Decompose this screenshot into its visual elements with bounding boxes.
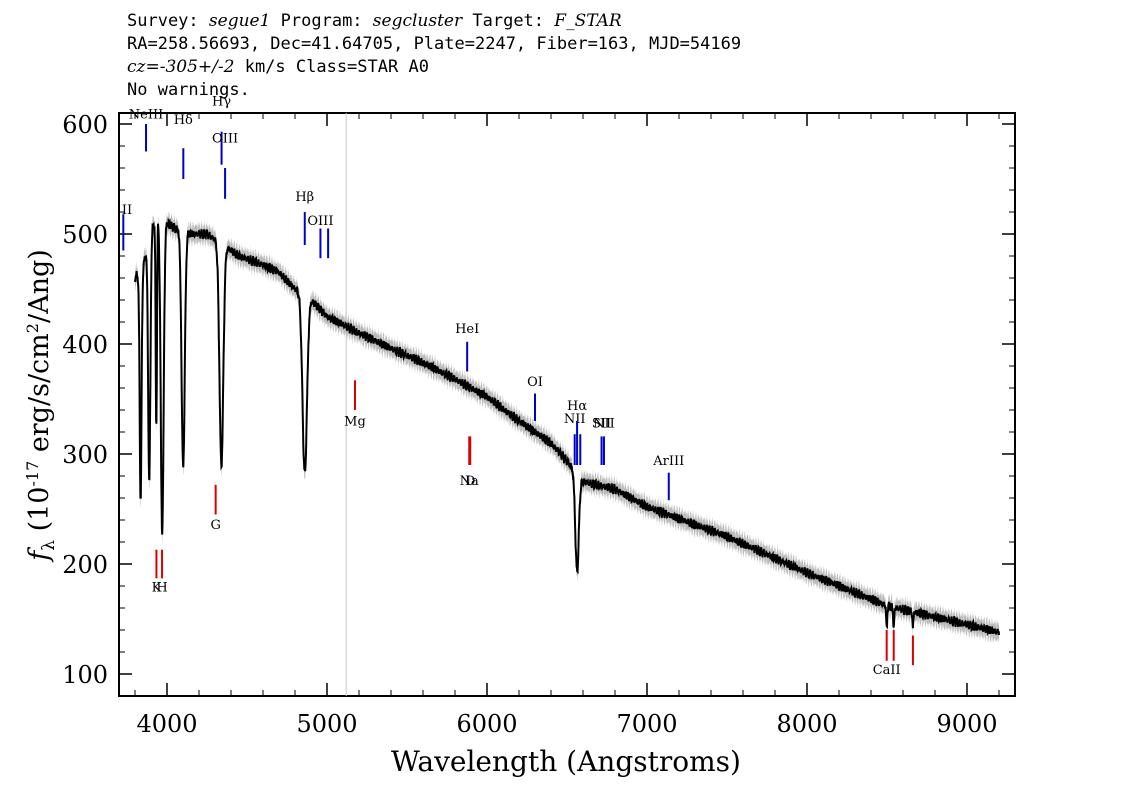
x-tick-label: 7000 — [616, 710, 677, 738]
error-band — [135, 210, 999, 646]
absorption-line-label: H — [156, 581, 167, 596]
cz-rest: km/s Class=STAR A0 — [234, 57, 429, 77]
cz-label: cz= — [127, 57, 160, 77]
cz-value: -305+/-2 — [159, 57, 235, 77]
absorption-line-label: Na — [460, 474, 479, 489]
program-label: Program: — [280, 11, 363, 31]
emission-line-label: HeI — [455, 322, 479, 337]
emission-line-label: Hβ — [295, 190, 314, 205]
absorption-line-label: D — [465, 474, 475, 489]
absorption-line-label: Mg — [344, 414, 366, 429]
absorption-line-markers: KH G Mg NaD CaII — [152, 380, 914, 678]
x-tick-label: 9000 — [936, 710, 997, 738]
header-line-coordinates: RA=258.56693, Dec=41.64705, Plate=2247, … — [127, 34, 742, 54]
emission-line-label: SII — [592, 417, 611, 432]
emission-line-label: NII — [564, 412, 586, 427]
y-tick-label: 200 — [62, 551, 108, 579]
x-tick-label: 4000 — [136, 710, 197, 738]
survey-label: Survey: — [127, 11, 199, 31]
flux-series-line — [134, 217, 1000, 637]
emission-line-label: OI — [527, 375, 543, 390]
x-axis-label: Wavelength (Angstroms) — [391, 745, 741, 778]
survey-value: segue1 — [208, 11, 271, 31]
header-line-survey: Survey: segue1 Program: segcluster Targe… — [127, 10, 741, 33]
emission-line-label: Hδ — [174, 113, 193, 128]
y-axis-label: fλ (10-17 erg/s/cm2/Ang) — [23, 249, 59, 563]
emission-line-label: Hγ — [212, 94, 231, 109]
header-line-warnings: No warnings. — [127, 80, 250, 100]
axis-ticks: 4000 5000 6000 7000 8000 9000 100 200 300 400 500 6… — [62, 111, 1015, 738]
emission-line-label: OIII — [307, 214, 333, 229]
x-tick-label: 8000 — [776, 710, 837, 738]
y-tick-label: 400 — [62, 331, 108, 359]
absorption-line-label: CaII — [873, 663, 901, 678]
emission-line-label: OIII — [212, 132, 238, 147]
y-tick-label: 500 — [62, 221, 108, 249]
emission-line-label: II — [122, 203, 132, 218]
emission-line-label: ArIII — [652, 454, 684, 469]
emission-line-label: Hα — [567, 399, 587, 414]
header-line-redshift: cz=-305+/-2 km/s Class=STAR A0 — [127, 56, 741, 79]
emission-line-label: NII — [593, 417, 615, 432]
x-tick-label: 5000 — [296, 710, 357, 738]
y-tick-label: 100 — [62, 661, 108, 689]
absorption-line-label: K — [152, 581, 162, 596]
target-value: F_STAR — [554, 11, 622, 31]
plot-frame — [118, 112, 1016, 697]
target-label: Target: — [472, 11, 545, 31]
spectrum-header: Survey: segue1 Program: segcluster Targe… — [127, 10, 741, 102]
absorption-line-label: G — [210, 518, 220, 533]
emission-line-label: NeIII — [129, 108, 163, 123]
y-tick-label: 300 — [62, 441, 108, 469]
x-tick-label: 6000 — [456, 710, 517, 738]
y-tick-label: 600 — [62, 111, 108, 139]
program-value: segcluster — [372, 11, 463, 31]
